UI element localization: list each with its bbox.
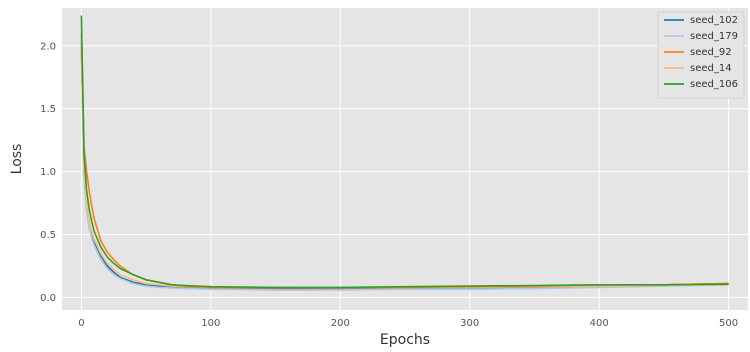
y-tick-label: 1.0 xyxy=(40,167,56,178)
x-tick-label: 400 xyxy=(590,318,609,329)
x-tick-label: 300 xyxy=(460,318,479,329)
legend-label: seed_14 xyxy=(690,63,732,74)
x-axis-ticks: 0 100 200 300 400 500 xyxy=(78,318,738,329)
y-axis-label: Loss xyxy=(9,144,25,175)
legend-label: seed_102 xyxy=(690,15,738,26)
series-line-seed-179 xyxy=(80,39,729,291)
x-axis-label: Epochs xyxy=(380,332,430,348)
y-axis-ticks: 0.0 0.5 1.0 1.5 2.0 xyxy=(40,41,56,304)
x-tick-label: 200 xyxy=(331,318,350,329)
legend-label: seed_92 xyxy=(690,47,732,58)
legend-label: seed_179 xyxy=(690,31,738,42)
series-lines xyxy=(80,15,729,291)
x-tick-label: 500 xyxy=(719,318,738,329)
legend-box xyxy=(657,11,745,99)
x-tick-label: 100 xyxy=(201,318,220,329)
y-tick-label: 2.0 xyxy=(40,41,56,52)
series-line-seed-106 xyxy=(80,15,729,289)
legend: seed_102 seed_179 seed_92 seed_14 seed_106 xyxy=(657,11,745,99)
y-tick-label: 1.5 xyxy=(40,104,56,115)
x-tick-label: 0 xyxy=(78,318,84,329)
y-tick-label: 0.0 xyxy=(40,293,56,304)
plot-background xyxy=(62,8,748,310)
y-tick-label: 0.5 xyxy=(40,230,56,241)
legend-label: seed_106 xyxy=(690,79,738,90)
